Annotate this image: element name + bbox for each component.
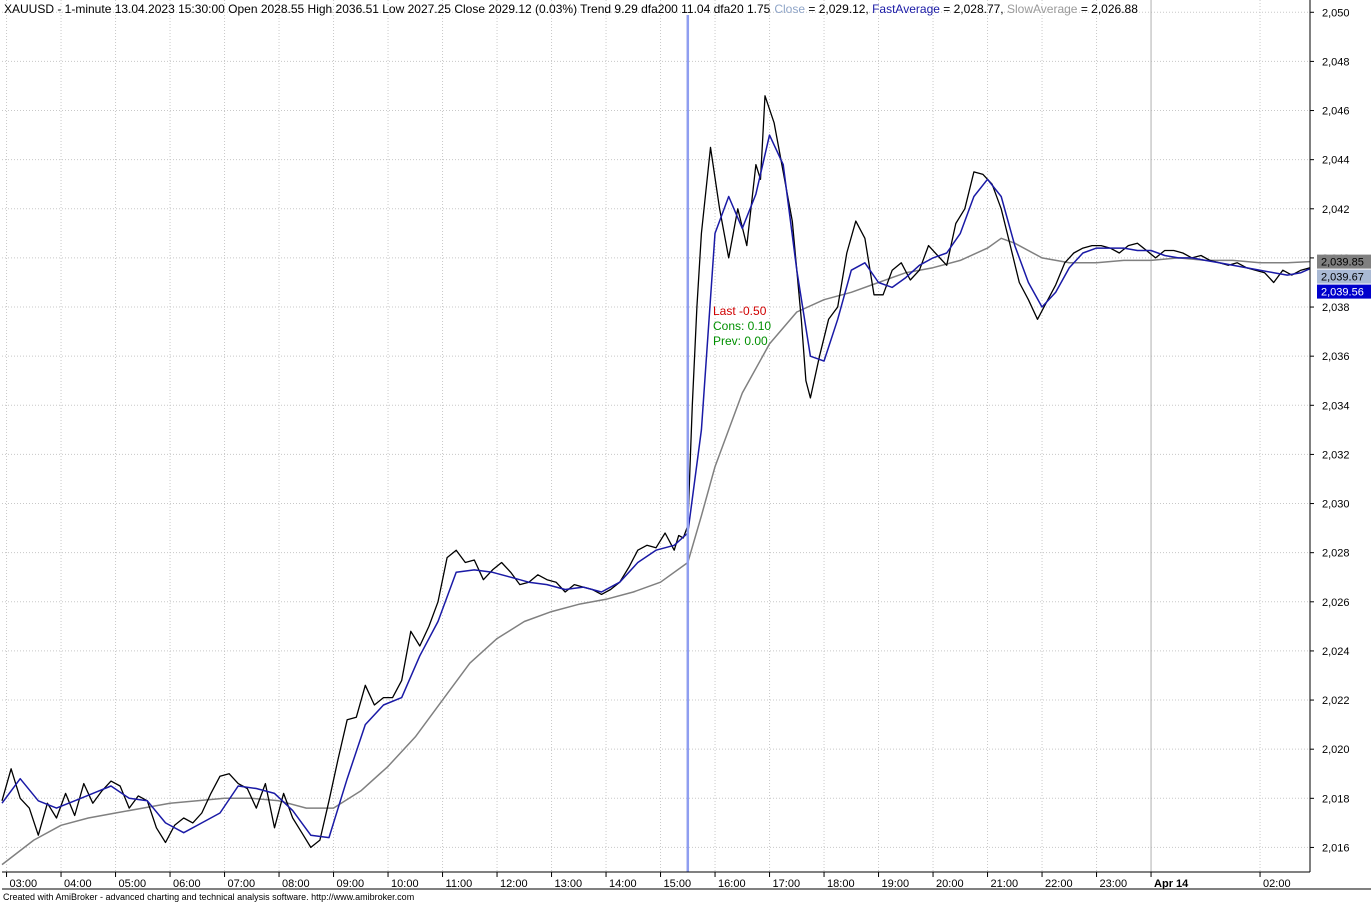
x-tick-label: 15:00 <box>664 878 692 890</box>
y-tick-label: 2,024 <box>1322 646 1350 658</box>
y-tick-label: 2,016 <box>1322 842 1350 854</box>
slow-average-layer <box>1 237 1311 866</box>
y-tick-label: 2,032 <box>1322 449 1350 461</box>
x-tick-label: 16:00 <box>718 878 746 890</box>
y-tick-label: 2,042 <box>1322 204 1350 216</box>
x-tick-label: 07:00 <box>228 878 256 890</box>
y-tick-label: 2,026 <box>1322 597 1350 609</box>
y-tick-label: 2,044 <box>1322 155 1350 167</box>
x-tick-label: 02:00 <box>1263 878 1291 890</box>
annotation-cons: Cons: 0.10 <box>713 319 771 333</box>
x-tick-label: 14:00 <box>609 878 637 890</box>
legend-close-value: = 2,029.12, <box>805 2 872 16</box>
x-tick-label: 04:00 <box>64 878 92 890</box>
chart-header: XAUUSD - 1-minute 13.04.2023 15:30:00 Op… <box>4 2 1138 16</box>
y-tick-label: 2,020 <box>1322 744 1350 756</box>
price-badges: 2,039.85 2,039.67 2,039.56 <box>1317 254 1371 299</box>
fast-average-layer <box>1 134 1311 839</box>
x-tick-label: 17:00 <box>773 878 801 890</box>
price-badge-label: 2,039.85 <box>1321 257 1364 269</box>
price-badge <box>1317 269 1371 284</box>
annotation-prev: Prev: 0.00 <box>713 334 768 348</box>
x-tick-label: Apr 14 <box>1154 878 1189 890</box>
x-tick-label: 11:00 <box>446 878 473 890</box>
legend-close-label: Close <box>774 2 805 16</box>
x-tick-label: 08:00 <box>282 878 310 890</box>
y-tick-label: 2,046 <box>1322 106 1350 118</box>
legend-slow-value: = 2,026.88 <box>1077 2 1138 16</box>
y-tick-label: 2,048 <box>1322 56 1350 68</box>
y-tick-label: 2,034 <box>1322 400 1350 412</box>
x-tick-label: 05:00 <box>119 878 147 890</box>
footer-credit: Created with AmiBroker - advanced charti… <box>3 892 414 902</box>
price-badge <box>1317 284 1371 299</box>
y-tick-label: 2,050 <box>1322 7 1350 19</box>
price-badge-label: 2,039.67 <box>1321 272 1364 284</box>
fast-average-line <box>1 134 1311 839</box>
y-tick-label: 2,030 <box>1322 499 1350 511</box>
y-tick-label: 2,036 <box>1322 351 1350 363</box>
annotation-last: Last -0.50 <box>713 304 767 318</box>
price-badge <box>1317 254 1371 269</box>
y-tick-label: 2,022 <box>1322 695 1350 707</box>
x-tick-label: 03:00 <box>10 878 38 890</box>
header-text: XAUUSD - 1-minute 13.04.2023 15:30:00 Op… <box>4 2 771 16</box>
x-tick-label: 21:00 <box>991 878 1019 890</box>
y-tick-label: 2,038 <box>1322 302 1350 314</box>
legend-slow-label: SlowAverage <box>1007 2 1078 16</box>
x-tick-label: 09:00 <box>337 878 365 890</box>
chart-grid <box>2 0 1310 872</box>
x-tick-label: 22:00 <box>1045 878 1073 890</box>
x-tick-label: 06:00 <box>173 878 201 890</box>
x-tick-label: 18:00 <box>827 878 855 890</box>
x-tick-label: 19:00 <box>882 878 910 890</box>
x-tick-label: 12:00 <box>500 878 528 890</box>
slow-average-line <box>1 237 1311 866</box>
x-tick-label: 10:00 <box>391 878 419 890</box>
x-tick-label: 20:00 <box>936 878 964 890</box>
legend-fast-value: = 2,028.77, <box>940 2 1007 16</box>
x-tick-label: 23:00 <box>1100 878 1128 890</box>
y-tick-label: 2,028 <box>1322 548 1350 560</box>
price-badge-label: 2,039.56 <box>1321 287 1364 299</box>
y-tick-label: 2,018 <box>1322 793 1350 805</box>
x-tick-label: 13:00 <box>555 878 583 890</box>
legend-fast-label: FastAverage <box>872 2 940 16</box>
